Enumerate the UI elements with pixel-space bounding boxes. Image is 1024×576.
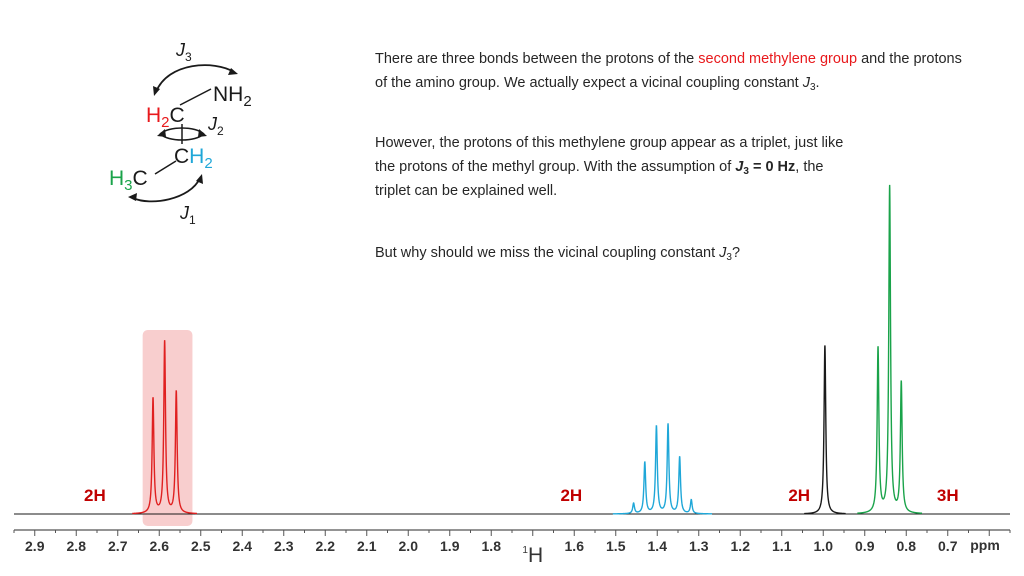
j3-arrowhead-right: [228, 68, 238, 75]
bond-c-c-lower: [154, 160, 177, 175]
p1-j: J: [802, 75, 810, 91]
p3-j: J: [719, 245, 727, 261]
j3-label: J3: [175, 40, 192, 64]
integral-labels: 2H 2H 2H 3H: [84, 486, 959, 505]
second-methylene-label: H2C: [146, 104, 185, 131]
tick-label: 2.3: [274, 538, 294, 554]
p2-text-cont: , the triplet can be explained well.: [375, 159, 824, 199]
tick-label: 2.7: [108, 538, 128, 554]
p3-j-sub: 3: [726, 252, 732, 263]
tick-label: 1.4: [648, 538, 668, 554]
nmr-spectrum: 2H 2H 2H 3H 2.9 2.8 2.7 2.6 2.5 2.4 2.3 2.2 2.1 2.0 1…: [13, 184, 1011, 567]
tick-label: 1.9: [440, 538, 460, 554]
j1-coupling-arrow: [132, 177, 201, 203]
tick-label: 1.6: [565, 538, 585, 554]
explanation-paragraph-2: However, the protons of this methylene g…: [375, 131, 845, 203]
j2-arrowhead: [198, 129, 207, 137]
integral-label-1: 2H: [84, 486, 106, 505]
tick-label: 1.8: [482, 538, 502, 554]
explanation-paragraph-1: There are three bonds between the proton…: [375, 47, 975, 95]
tick-label: 1.1: [772, 538, 792, 554]
tick-label: 2.1: [357, 538, 377, 554]
integral-label-4: 3H: [937, 486, 959, 505]
p1-end: .: [815, 75, 820, 91]
question-paragraph: But why should we miss the vicinal coupl…: [375, 241, 975, 265]
tick-label: 2.4: [233, 538, 253, 554]
j2-arrowhead-left: [157, 129, 166, 137]
tick-label: 2.8: [67, 538, 87, 554]
amino-group-label: NH2: [213, 83, 252, 110]
spectrum-multiplet-3: [804, 345, 846, 515]
tick-label: 0.8: [897, 538, 917, 554]
p1-j-sub: 3: [809, 82, 816, 93]
methyl-label: H3C: [109, 167, 148, 194]
j2-label: J2: [207, 114, 224, 138]
tick-label: 2.2: [316, 538, 336, 554]
p2-text: However, the protons of this methylene g…: [375, 135, 844, 175]
integral-label-2: 2H: [560, 486, 582, 505]
j1-arrowhead-right: [196, 174, 203, 184]
tick-label: 1.0: [814, 538, 834, 554]
j3-coupling-arrow: [155, 64, 235, 93]
molecule-structure: J3 NH2 H2C J2 CH2 H3C J1: [109, 40, 252, 227]
tick-label: 2.6: [150, 538, 170, 554]
tick-label: 1.3: [689, 538, 709, 554]
p2-bold-value: = 0 Hz: [748, 159, 796, 175]
tick-label: 2.0: [399, 538, 419, 554]
x-axis-label: 1H: [522, 544, 543, 567]
p1-highlight: second methylene group: [698, 51, 858, 67]
p3-text: But why should we miss the vicinal coupl…: [375, 245, 720, 261]
p1-text-cont: and the protons of the amino group. We a…: [375, 51, 962, 91]
j1-label: J1: [179, 203, 196, 227]
p2-j-sub: 3: [743, 166, 749, 177]
bond-c-n: [179, 88, 212, 106]
spectrum-multiplet-1: [132, 340, 198, 515]
tick-label: 0.7: [938, 538, 958, 554]
x-axis-unit: ppm: [970, 537, 1000, 553]
first-methylene-label: CH2: [174, 145, 213, 172]
tick-label: 2.5: [191, 538, 211, 554]
tick-label: 0.9: [855, 538, 875, 554]
j1-arrowhead-left: [128, 193, 137, 201]
j3-arrowhead-left: [153, 86, 160, 96]
p3-end: ?: [731, 245, 741, 261]
x-axis: 2.9 2.8 2.7 2.6 2.5 2.4 2.3 2.2 2.1 2.0 1.9 1.8 1.6 1…: [13, 529, 1011, 567]
integral-label-3: 2H: [788, 486, 810, 505]
spectrum-lines: [14, 184, 1010, 515]
spectrum-multiplet-2: [612, 423, 713, 515]
tick-label: 1.2: [731, 538, 751, 554]
p1-text: There are three bonds between the proton…: [375, 51, 699, 67]
tick-label: 2.9: [25, 538, 45, 554]
p2-j: J: [735, 159, 744, 175]
tick-label: 1.5: [606, 538, 626, 554]
spectrum-multiplet-4: [857, 184, 923, 514]
